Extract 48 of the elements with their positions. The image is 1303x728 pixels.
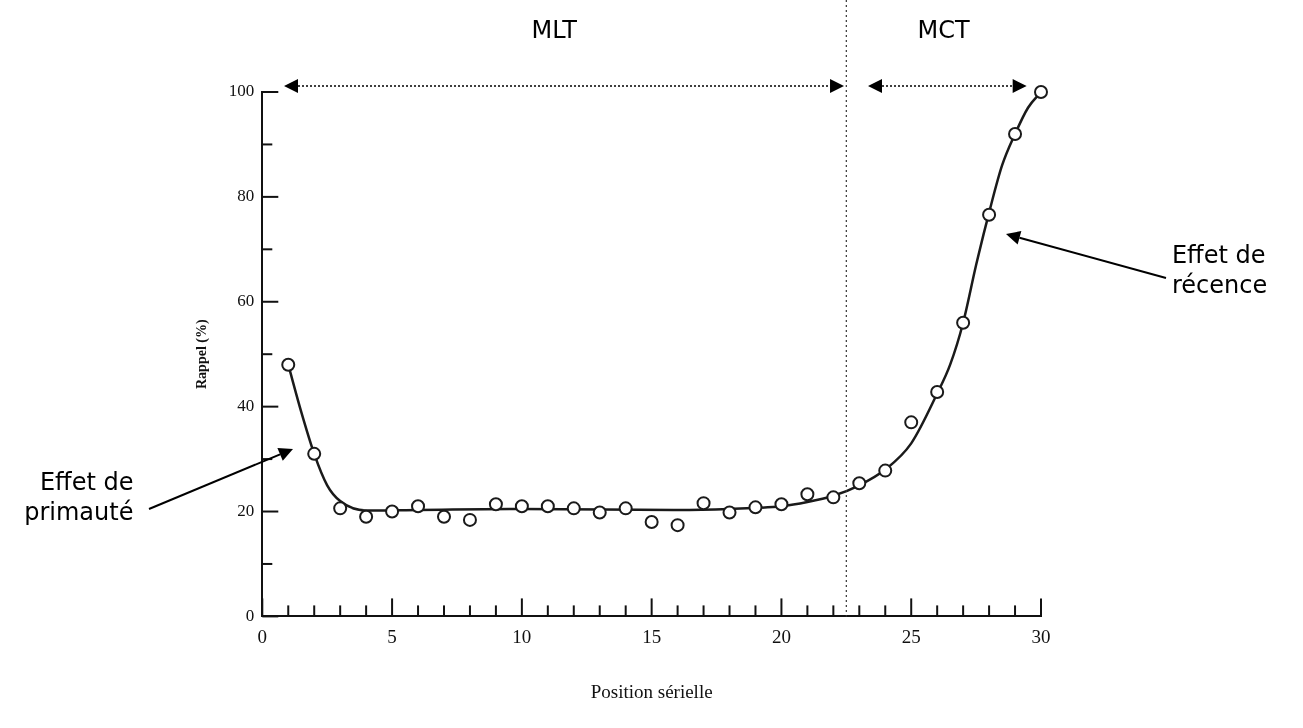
x-tick-label: 10 bbox=[512, 625, 532, 647]
point bbox=[333, 501, 348, 516]
x-tick-label: 15 bbox=[642, 625, 662, 647]
point bbox=[982, 207, 997, 222]
point bbox=[774, 497, 789, 512]
point bbox=[437, 509, 451, 524]
point bbox=[385, 504, 400, 519]
x-tick-label: 20 bbox=[771, 625, 791, 647]
point bbox=[956, 315, 971, 330]
point bbox=[540, 499, 555, 514]
point bbox=[1034, 85, 1048, 99]
x-tick-label: 25 bbox=[901, 625, 921, 647]
point bbox=[359, 509, 374, 524]
point bbox=[852, 476, 867, 491]
text: MCT bbox=[917, 16, 971, 45]
y-tick-label: 100 bbox=[228, 81, 255, 101]
point bbox=[566, 501, 581, 516]
y-tick-label: 60 bbox=[237, 291, 255, 311]
point bbox=[800, 487, 815, 502]
point bbox=[411, 499, 426, 514]
text: Effet de primauté bbox=[24, 467, 134, 526]
point bbox=[930, 384, 945, 399]
point bbox=[670, 518, 685, 533]
point bbox=[644, 515, 659, 530]
point bbox=[281, 357, 296, 372]
point bbox=[696, 496, 711, 511]
y-tick-label: 40 bbox=[237, 396, 255, 416]
x-axis-title: Position sérielle bbox=[590, 680, 713, 702]
text: Effet de récence bbox=[1171, 240, 1268, 299]
point bbox=[618, 501, 633, 516]
point bbox=[488, 497, 503, 512]
x-tick-label: 30 bbox=[1031, 625, 1051, 647]
point bbox=[826, 490, 841, 505]
x-tick-label: 5 bbox=[387, 625, 397, 647]
point bbox=[722, 505, 737, 520]
point bbox=[748, 500, 763, 515]
point bbox=[592, 505, 607, 520]
point bbox=[514, 499, 529, 514]
point bbox=[462, 512, 477, 527]
y-axis-title: Rappel (%) bbox=[194, 319, 211, 390]
y-tick-label: 20 bbox=[237, 500, 255, 520]
point bbox=[878, 463, 893, 478]
point bbox=[904, 415, 919, 430]
point bbox=[307, 446, 322, 461]
y-tick-label: 0 bbox=[245, 605, 255, 625]
text: MLT bbox=[531, 16, 578, 45]
point bbox=[1008, 126, 1023, 141]
y-tick-label: 80 bbox=[237, 186, 255, 206]
